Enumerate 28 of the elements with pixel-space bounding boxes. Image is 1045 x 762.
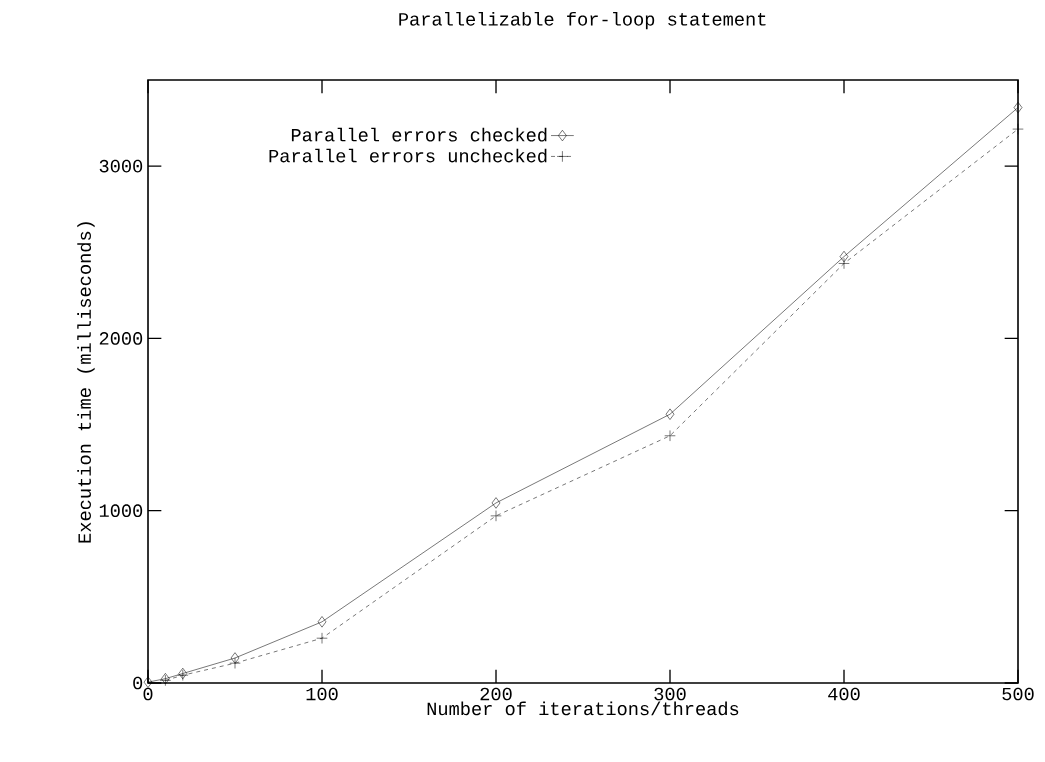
x-tick-label: 300 bbox=[654, 687, 686, 701]
x-tick-label: 400 bbox=[828, 687, 860, 701]
chart-title: Parallelizable for-loop statement bbox=[399, 11, 766, 30]
y-tick-label: 3000 bbox=[99, 159, 143, 173]
point bbox=[317, 616, 327, 628]
x-tick-label: 0 bbox=[143, 687, 153, 701]
legend-label: Parallel errors unchecked bbox=[269, 148, 547, 163]
point bbox=[316, 632, 328, 644]
point bbox=[491, 497, 501, 509]
x-tick-label: 100 bbox=[306, 687, 338, 701]
point bbox=[1012, 123, 1024, 135]
y-tick-label: 2000 bbox=[99, 332, 143, 345]
point bbox=[1013, 101, 1023, 114]
x-tick-label: 500 bbox=[1002, 687, 1034, 701]
point bbox=[230, 652, 240, 664]
x-tick-label: 200 bbox=[480, 687, 512, 701]
legend-label: Parallel errors checked bbox=[291, 127, 547, 142]
point bbox=[838, 257, 850, 270]
point bbox=[229, 657, 241, 669]
y-tick-label: 0 bbox=[133, 676, 143, 690]
point bbox=[665, 408, 675, 420]
y-tick-label: 1000 bbox=[99, 504, 143, 518]
point bbox=[839, 250, 849, 263]
point bbox=[490, 510, 502, 522]
point bbox=[664, 430, 676, 442]
point bbox=[143, 676, 153, 688]
x-axis-title: Number of iterations/threads bbox=[427, 701, 739, 716]
y-axis-title: Execution time (milliseconds) bbox=[77, 222, 95, 543]
